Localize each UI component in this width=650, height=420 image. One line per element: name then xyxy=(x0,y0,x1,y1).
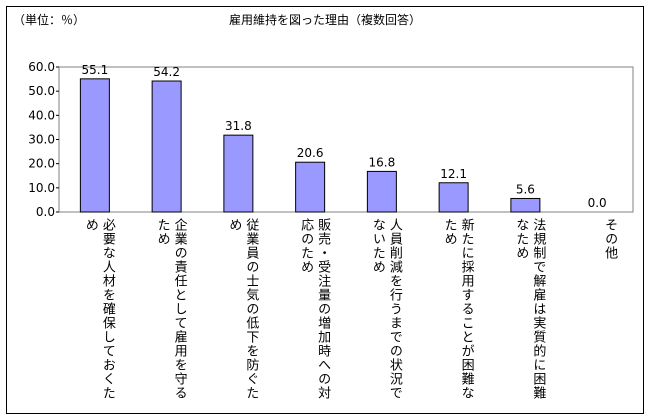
category-label: 人員削減を行うまでの状況でないため xyxy=(369,218,402,400)
value-label: 54.2 xyxy=(153,65,180,79)
bar xyxy=(295,161,326,213)
category-label: 法規制で解雇は実質的に困難なため xyxy=(513,218,546,400)
chart-title: 雇用維持を図った理由（複数回答） xyxy=(228,13,421,27)
y-tick-label: 60.0 xyxy=(28,60,55,74)
bar xyxy=(151,80,182,213)
value-label: 31.8 xyxy=(225,119,252,133)
bar-series xyxy=(79,78,541,213)
y-tick-label: 0.0 xyxy=(36,205,55,219)
category-label: 従業員の士気の低下を防ぐため xyxy=(226,218,259,400)
unit-label: （単位：％） xyxy=(13,13,86,27)
plot-area xyxy=(58,66,634,213)
category-label: その他 xyxy=(602,218,618,260)
value-label: 12.1 xyxy=(440,167,467,181)
bar xyxy=(223,134,254,213)
value-label: 0.0 xyxy=(588,196,607,210)
category-label: 新たに採用することが困難なため xyxy=(441,218,474,400)
y-tick-label: 20.0 xyxy=(28,157,55,171)
y-tick-label: 40.0 xyxy=(28,108,55,122)
bar xyxy=(510,197,541,213)
value-label: 5.6 xyxy=(516,182,535,196)
y-tick-label: 10.0 xyxy=(28,181,55,195)
bar xyxy=(79,78,110,213)
y-axis: 0.0 10.0 20.0 30.0 40.0 50.0 60.0 xyxy=(28,60,59,219)
y-tick-label: 50.0 xyxy=(28,84,55,98)
bar xyxy=(438,182,469,213)
value-labels: 55.1 54.2 31.8 20.6 16.8 12.1 5.6 0.0 xyxy=(82,63,607,210)
y-tick-label: 30.0 xyxy=(28,133,55,147)
value-label: 20.6 xyxy=(297,146,324,160)
category-label: 企業の責任として雇用を守るため xyxy=(154,218,187,400)
value-label: 55.1 xyxy=(82,63,109,77)
category-label: 販売・受注量の増加時への対応のため xyxy=(298,218,331,400)
value-label: 16.8 xyxy=(369,155,396,169)
bar xyxy=(366,170,397,213)
category-label: 必要な人材を確保しておくため xyxy=(82,218,115,400)
